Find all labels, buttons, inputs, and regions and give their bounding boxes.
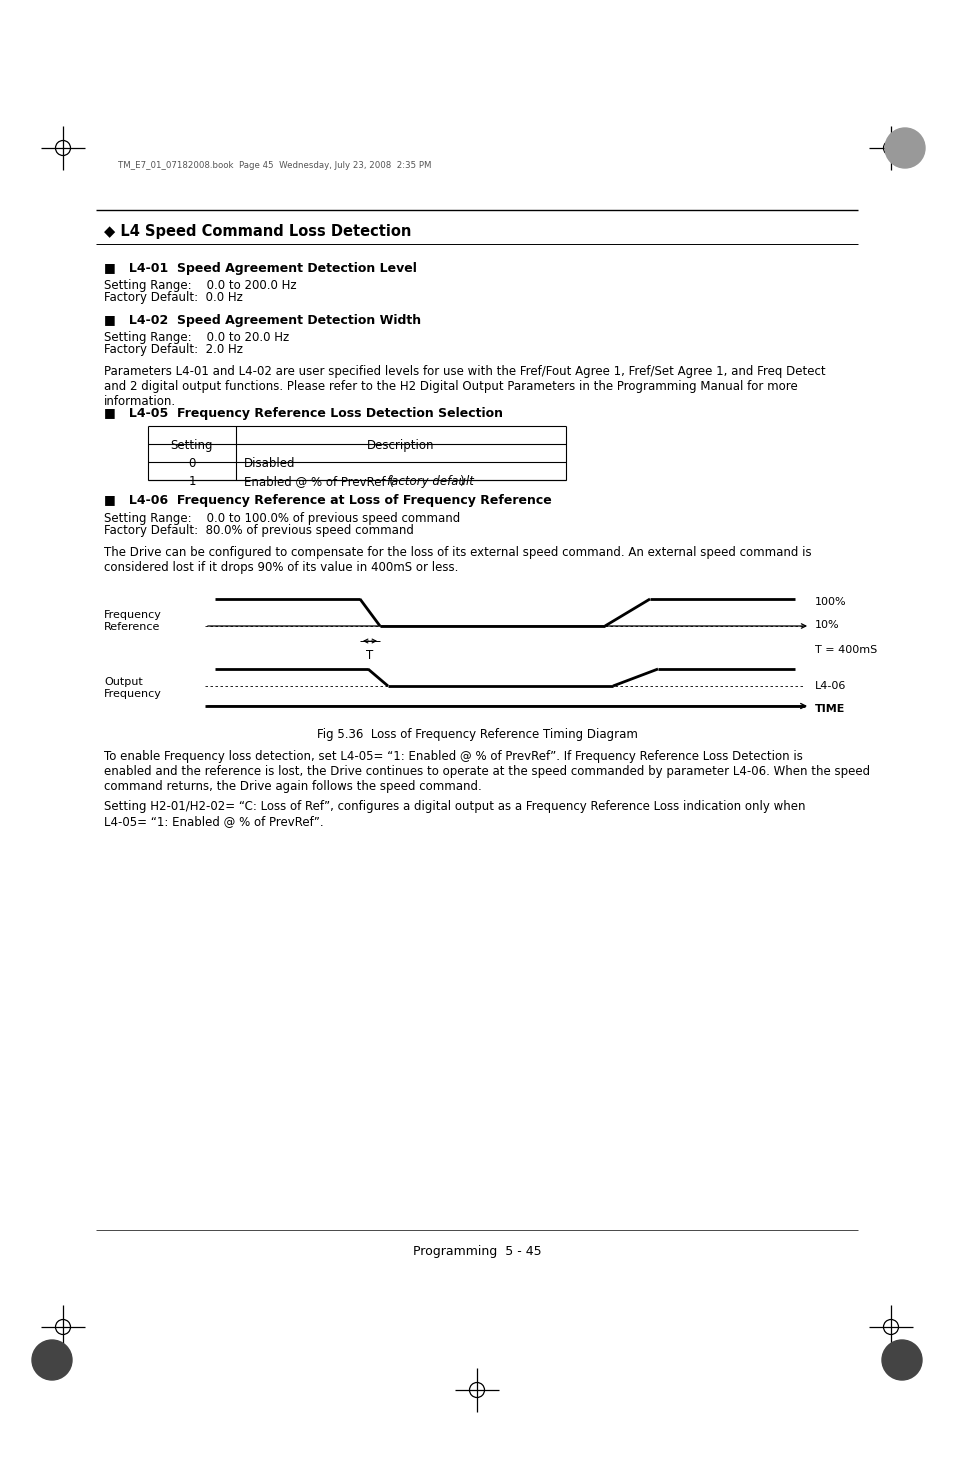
Text: L4-06: L4-06	[814, 681, 845, 690]
Text: Setting Range:    0.0 to 20.0 Hz: Setting Range: 0.0 to 20.0 Hz	[104, 330, 289, 344]
Text: Description: Description	[367, 440, 435, 451]
Circle shape	[882, 1339, 921, 1381]
Text: Factory Default:  0.0 Hz: Factory Default: 0.0 Hz	[104, 291, 243, 304]
Text: Frequency: Frequency	[104, 689, 162, 699]
Text: TM_E7_01_07182008.book  Page 45  Wednesday, July 23, 2008  2:35 PM: TM_E7_01_07182008.book Page 45 Wednesday…	[118, 161, 431, 170]
Text: Fig 5.36  Loss of Frequency Reference Timing Diagram: Fig 5.36 Loss of Frequency Reference Tim…	[316, 729, 637, 740]
Text: Setting Range:    0.0 to 200.0 Hz: Setting Range: 0.0 to 200.0 Hz	[104, 279, 296, 292]
Text: 0: 0	[188, 457, 195, 471]
Text: Factory Default:  80.0% of previous speed command: Factory Default: 80.0% of previous speed…	[104, 524, 414, 537]
Text: Output: Output	[104, 677, 143, 687]
Text: ■   L4-01  Speed Agreement Detection Level: ■ L4-01 Speed Agreement Detection Level	[104, 263, 416, 274]
Text: Frequency: Frequency	[104, 611, 162, 620]
Text: To enable Frequency loss detection, set L4-05= “1: Enabled @ % of PrevRef”. If F: To enable Frequency loss detection, set …	[104, 749, 869, 794]
Text: T = 400mS: T = 400mS	[814, 645, 877, 655]
Text: Setting Range:    0.0 to 100.0% of previous speed command: Setting Range: 0.0 to 100.0% of previous…	[104, 512, 459, 525]
Text: Enabled @ % of PrevRef (: Enabled @ % of PrevRef (	[244, 475, 394, 488]
Text: 10%: 10%	[814, 620, 839, 630]
Text: Disabled: Disabled	[244, 457, 295, 471]
Text: T: T	[366, 649, 374, 662]
Text: Parameters L4-01 and L4-02 are user specified levels for use with the Fref/Fout : Parameters L4-01 and L4-02 are user spec…	[104, 364, 824, 409]
Text: ■   L4-06  Frequency Reference at Loss of Frequency Reference: ■ L4-06 Frequency Reference at Loss of F…	[104, 494, 551, 507]
Text: TIME: TIME	[814, 704, 844, 714]
Text: 1: 1	[188, 475, 195, 488]
Text: Reference: Reference	[104, 622, 160, 631]
Circle shape	[884, 128, 924, 168]
Text: ◆ L4 Speed Command Loss Detection: ◆ L4 Speed Command Loss Detection	[104, 224, 411, 239]
Text: Programming  5 - 45: Programming 5 - 45	[413, 1245, 540, 1258]
Text: Setting H2-01/H2-02= “C: Loss of Ref”, configures a digital output as a Frequenc: Setting H2-01/H2-02= “C: Loss of Ref”, c…	[104, 799, 804, 827]
Text: 100%: 100%	[814, 597, 845, 608]
Circle shape	[32, 1339, 71, 1381]
Text: ): )	[458, 475, 463, 488]
Text: Factory Default:  2.0 Hz: Factory Default: 2.0 Hz	[104, 344, 243, 355]
Text: factory default: factory default	[387, 475, 474, 488]
Text: Setting: Setting	[171, 440, 213, 451]
Text: The Drive can be configured to compensate for the loss of its external speed com: The Drive can be configured to compensat…	[104, 546, 811, 574]
Text: ■   L4-02  Speed Agreement Detection Width: ■ L4-02 Speed Agreement Detection Width	[104, 314, 420, 327]
Text: ■   L4-05  Frequency Reference Loss Detection Selection: ■ L4-05 Frequency Reference Loss Detecti…	[104, 407, 502, 420]
